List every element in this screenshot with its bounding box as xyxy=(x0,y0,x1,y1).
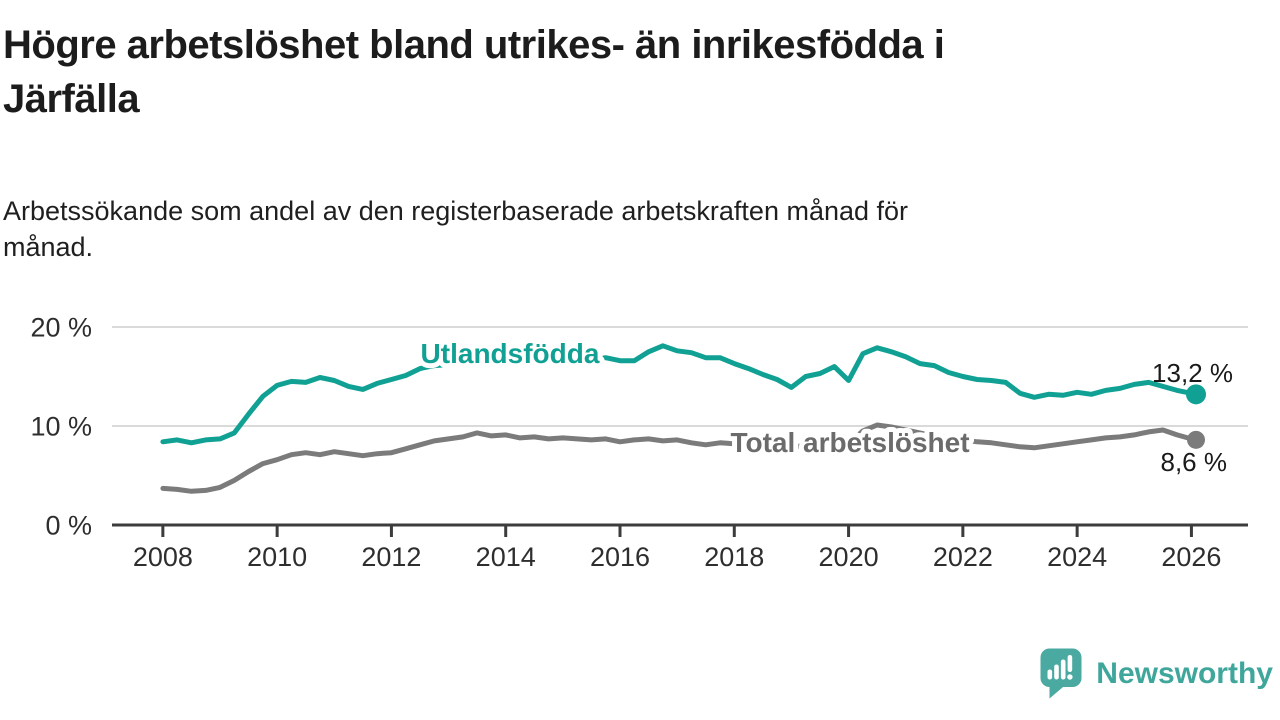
series-label-utlandsfodda: Utlandsfödda xyxy=(421,338,600,369)
series-label-total-arbetsloshet: Total arbetslöshet xyxy=(730,427,969,458)
x-tick-label: 2016 xyxy=(590,542,650,572)
subtitle-line-1: Arbetssökande som andel av den registerb… xyxy=(3,196,909,226)
series-lines xyxy=(160,343,1206,494)
x-tick-label: 2024 xyxy=(1047,542,1107,572)
newsworthy-brand-text: Newsworthy xyxy=(1096,657,1273,690)
subtitle-line-2: månad. xyxy=(3,232,94,262)
end-value-label-utlandsfodda: 13,2 % xyxy=(1152,358,1233,388)
x-tick-label: 2014 xyxy=(476,542,536,572)
x-tick-label: 2008 xyxy=(133,542,193,572)
series-line-utlandsfodda xyxy=(160,343,1199,446)
title-line-1: Högre arbetslöshet bland utrikes- än inr… xyxy=(3,23,945,67)
grid-and-axes: 0 % 10 % 20 % 2008 2010 2012 2014 2016 2018 2020 2… xyxy=(30,313,1248,572)
title-line-2: Järfälla xyxy=(3,77,140,121)
chart-subtitle: Arbetssökande som andel av den registerb… xyxy=(3,193,1203,265)
end-value-label-total: 8,6 % xyxy=(1161,447,1228,477)
x-tick-label: 2012 xyxy=(361,542,421,572)
y-tick-label: 10 % xyxy=(30,412,92,442)
x-tick-label: 2018 xyxy=(704,542,764,572)
series-line-total xyxy=(160,422,1199,494)
x-tick-label: 2026 xyxy=(1161,542,1221,572)
y-tick-label: 0 % xyxy=(45,511,92,541)
newsworthy-logo-icon xyxy=(1040,648,1082,699)
end-dot-utlandsfodda xyxy=(1186,384,1206,405)
x-tick-label: 2010 xyxy=(247,542,307,572)
x-tick-label: 2020 xyxy=(819,542,879,572)
newsworthy-branding: Newsworthy xyxy=(1040,648,1273,700)
x-tick-label: 2022 xyxy=(933,542,993,572)
end-dot-total xyxy=(1187,430,1205,449)
page-title: Högre arbetslöshet bland utrikes- än inr… xyxy=(3,18,1183,126)
y-tick-label: 20 % xyxy=(30,313,92,343)
